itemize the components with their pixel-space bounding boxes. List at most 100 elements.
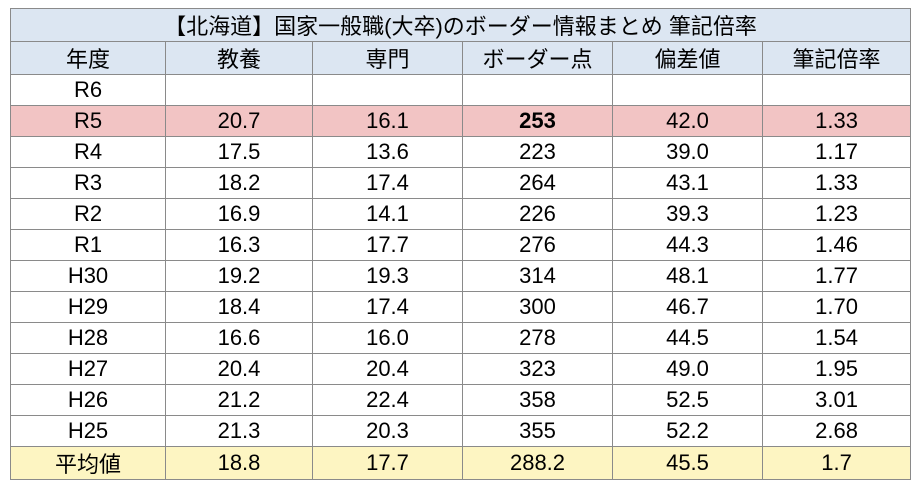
- year-cell: H25: [10, 415, 166, 447]
- data-row: H25 21.3 20.3 355 52.2 2.68: [10, 415, 912, 447]
- data-row: R4 17.5 13.6 223 39.0 1.17: [10, 136, 912, 168]
- year-cell: R6: [10, 74, 166, 106]
- value-cell: 46.7: [612, 291, 763, 323]
- value-cell: 19.3: [312, 260, 463, 292]
- value-cell: 48.1: [612, 260, 763, 292]
- value-cell: 20.4: [165, 353, 313, 385]
- year-cell: R5: [10, 105, 166, 137]
- data-row: R2 16.9 14.1 226 39.3 1.23: [10, 198, 912, 230]
- data-row: R6: [10, 74, 912, 106]
- value-cell: 39.0: [612, 136, 763, 168]
- value-cell: 22.4: [312, 384, 463, 416]
- value-cell: 52.2: [612, 415, 763, 447]
- value-cell: 1.95: [761, 353, 912, 385]
- average-cell: 1.7: [761, 446, 912, 480]
- year-cell: H29: [10, 291, 166, 323]
- year-cell: R1: [10, 229, 166, 261]
- column-header: 専門: [312, 41, 463, 75]
- title-row: 【北海道】国家一般職(大卒)のボーダー情報まとめ 筆記倍率: [9, 8, 912, 42]
- average-row: 平均値 18.8 17.7 288.2 45.5 1.7: [10, 446, 912, 480]
- value-cell: 42.0: [612, 105, 763, 137]
- value-cell: 43.1: [612, 167, 763, 199]
- value-cell: 19.2: [165, 260, 313, 292]
- data-row: H29 18.4 17.4 300 46.7 1.70: [10, 291, 912, 323]
- value-cell: 16.3: [165, 229, 313, 261]
- data-row: R3 18.2 17.4 264 43.1 1.33: [10, 167, 912, 199]
- value-cell: 1.33: [761, 167, 912, 199]
- value-cell: 358: [462, 384, 613, 416]
- value-cell: [612, 74, 763, 106]
- value-cell: 278: [462, 322, 613, 354]
- value-cell: 20.7: [165, 105, 313, 137]
- value-cell: 52.5: [612, 384, 763, 416]
- year-cell: R4: [10, 136, 166, 168]
- value-cell: 13.6: [312, 136, 463, 168]
- table-body: R6 R5 20.7 16.1 253 42.0 1.33 R4 17.5 13.6 223 39.0…: [10, 74, 912, 447]
- average-cell: 288.2: [462, 446, 613, 480]
- year-cell: H26: [10, 384, 166, 416]
- value-cell: [462, 74, 613, 106]
- value-cell: 314: [462, 260, 613, 292]
- value-cell: 3.01: [761, 384, 912, 416]
- value-cell: 17.5: [165, 136, 313, 168]
- value-cell: 323: [462, 353, 613, 385]
- value-cell: 16.0: [312, 322, 463, 354]
- value-cell: 21.3: [165, 415, 313, 447]
- data-row: R5 20.7 16.1 253 42.0 1.33: [10, 105, 912, 137]
- value-cell: 1.17: [761, 136, 912, 168]
- value-cell: 276: [462, 229, 613, 261]
- value-cell: 21.2: [165, 384, 313, 416]
- header-row: 年度 教養 専門 ボーダー点 偏差値 筆記倍率: [10, 41, 912, 75]
- value-cell: 20.4: [312, 353, 463, 385]
- table-foot: 平均値 18.8 17.7 288.2 45.5 1.7: [10, 446, 912, 480]
- average-label: 平均値: [10, 446, 166, 480]
- data-row: R1 16.3 17.7 276 44.3 1.46: [10, 229, 912, 261]
- data-row: H27 20.4 20.4 323 49.0 1.95: [10, 353, 912, 385]
- data-row: H28 16.6 16.0 278 44.5 1.54: [10, 322, 912, 354]
- value-cell: 1.70: [761, 291, 912, 323]
- column-header: 年度: [10, 41, 166, 75]
- value-cell: 16.1: [312, 105, 463, 137]
- value-cell: [761, 74, 912, 106]
- value-cell: 44.3: [612, 229, 763, 261]
- average-cell: 18.8: [165, 446, 313, 480]
- value-cell: 355: [462, 415, 613, 447]
- year-cell: R3: [10, 167, 166, 199]
- value-cell: 1.54: [761, 322, 912, 354]
- value-cell: 300: [462, 291, 613, 323]
- data-row: H30 19.2 19.3 314 48.1 1.77: [10, 260, 912, 292]
- column-header: 教養: [165, 41, 313, 75]
- year-cell: H27: [10, 353, 166, 385]
- value-cell: [165, 74, 313, 106]
- value-cell: 49.0: [612, 353, 763, 385]
- value-cell: 17.7: [312, 229, 463, 261]
- table-head: 【北海道】国家一般職(大卒)のボーダー情報まとめ 筆記倍率 年度 教養 専門 ボーダー…: [9, 8, 912, 75]
- value-cell: 1.33: [761, 105, 912, 137]
- year-cell: H30: [10, 260, 166, 292]
- border-table: 【北海道】国家一般職(大卒)のボーダー情報まとめ 筆記倍率 年度 教養 専門 ボーダー…: [9, 8, 912, 480]
- value-cell: 1.77: [761, 260, 912, 292]
- column-header: 筆記倍率: [761, 41, 912, 75]
- value-cell: 1.46: [761, 229, 912, 261]
- value-cell: 1.23: [761, 198, 912, 230]
- column-header: ボーダー点: [462, 41, 613, 75]
- column-header: 偏差値: [612, 41, 763, 75]
- value-cell: 16.6: [165, 322, 313, 354]
- value-cell: 16.9: [165, 198, 313, 230]
- value-cell: 39.3: [612, 198, 763, 230]
- value-cell: 17.4: [312, 167, 463, 199]
- data-row: H26 21.2 22.4 358 52.5 3.01: [10, 384, 912, 416]
- value-cell: 18.4: [165, 291, 313, 323]
- value-cell: [312, 74, 463, 106]
- value-cell: 44.5: [612, 322, 763, 354]
- value-cell: 264: [462, 167, 613, 199]
- value-cell: 223: [462, 136, 613, 168]
- year-cell: R2: [10, 198, 166, 230]
- average-cell: 17.7: [312, 446, 463, 480]
- value-cell: 2.68: [761, 415, 912, 447]
- average-cell: 45.5: [612, 446, 763, 480]
- value-cell: 18.2: [165, 167, 313, 199]
- year-cell: H28: [10, 322, 166, 354]
- value-cell: 17.4: [312, 291, 463, 323]
